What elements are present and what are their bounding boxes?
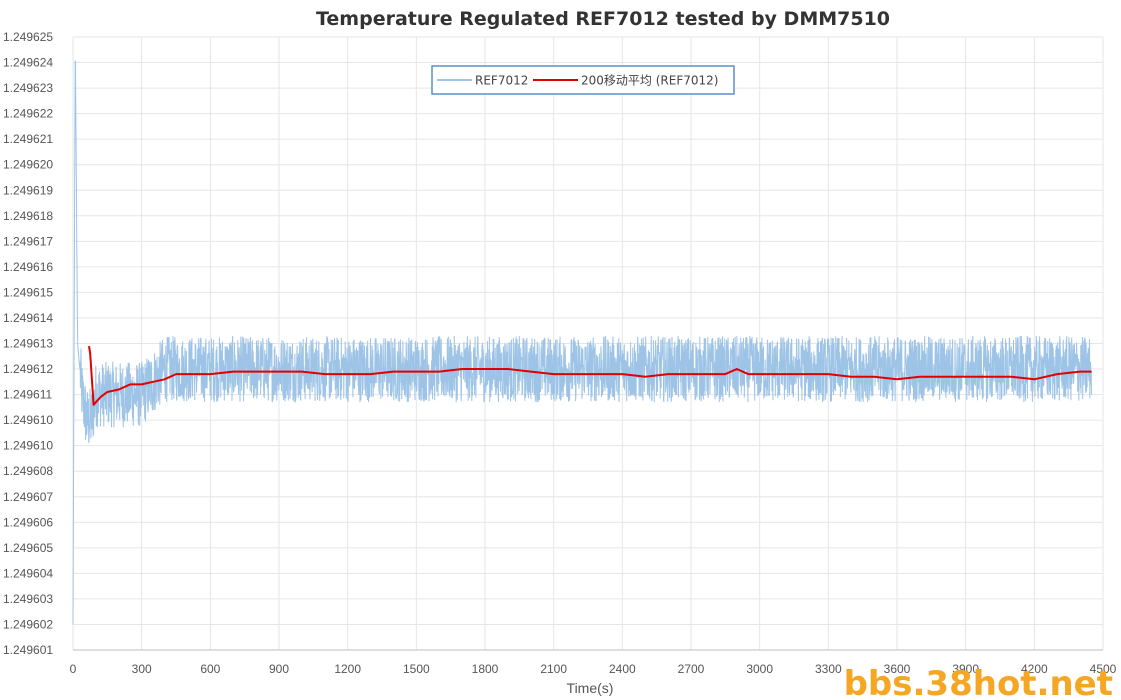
y-tick-label: 1.249623 — [3, 81, 53, 95]
y-tick-label: 1.249625 — [3, 30, 53, 44]
series-ref7012-line — [72, 60, 1092, 625]
x-tick-label: 2700 — [678, 662, 705, 676]
x-axis-label: Time(s) — [567, 680, 614, 696]
y-tick-label: 1.249603 — [3, 592, 53, 606]
x-tick-label: 3300 — [815, 662, 842, 676]
x-axis-ticks: 0 300 600 900 1200 1500 1800 2100 2400 2700 3000 33… — [70, 662, 1117, 676]
legend-label-ref7012: REF7012 — [475, 74, 528, 88]
x-tick-label: 2100 — [540, 662, 567, 676]
y-tick-label: 1.249611 — [3, 388, 52, 402]
y-tick-label: 1.249620 — [3, 158, 53, 172]
x-tick-label: 3600 — [884, 662, 911, 676]
y-axis-ticks: 1.249601 1.249602 1.249603 1.249604 1.249605… — [3, 30, 53, 657]
y-tick-label: 1.249615 — [3, 285, 53, 299]
x-tick-label: 4500 — [1090, 662, 1117, 676]
x-tick-label: 2400 — [609, 662, 636, 676]
x-tick-label: 1800 — [472, 662, 499, 676]
x-tick-label: 600 — [200, 662, 220, 676]
y-tick-label: 1.249610 — [3, 439, 53, 453]
x-tick-label: 900 — [269, 662, 289, 676]
y-tick-label: 1.249622 — [3, 107, 53, 121]
y-tick-label: 1.249604 — [3, 566, 53, 580]
x-tick-label: 1500 — [403, 662, 430, 676]
series-layer — [72, 60, 1092, 625]
series-moving-average-line — [88, 345, 1092, 406]
watermark: bbs.38hot.net — [844, 664, 1113, 700]
y-tick-label: 1.249607 — [3, 490, 53, 504]
y-tick-label: 1.249617 — [3, 234, 53, 248]
y-tick-label: 1.249605 — [3, 541, 53, 555]
x-tick-label: 0 — [70, 662, 77, 676]
x-tick-label: 4200 — [1021, 662, 1048, 676]
y-tick-label: 1.249602 — [3, 617, 53, 631]
x-tick-label: 3900 — [952, 662, 979, 676]
y-tick-label: 1.249621 — [3, 132, 53, 146]
legend-label-moving-average: 200移动平均 (REF7012) — [581, 74, 718, 88]
y-tick-label: 1.249619 — [3, 183, 53, 197]
x-tick-label: 300 — [132, 662, 152, 676]
x-tick-label: 1200 — [334, 662, 361, 676]
x-tick-label: 3000 — [746, 662, 773, 676]
y-tick-label: 1.249606 — [3, 515, 53, 529]
y-tick-label: 1.249608 — [3, 464, 53, 478]
y-tick-label: 1.249614 — [3, 311, 53, 325]
chart-title: Temperature Regulated REF7012 tested by … — [316, 8, 890, 30]
y-tick-label: 1.249624 — [3, 56, 53, 70]
y-tick-label: 1.249618 — [3, 209, 53, 223]
y-tick-label: 1.249613 — [3, 337, 53, 351]
y-tick-label: 1.249601 — [3, 643, 53, 657]
legend-box — [431, 65, 735, 95]
y-tick-label: 1.249610 — [3, 413, 53, 427]
legend: REF7012 200移动平均 (REF7012) — [431, 65, 735, 95]
y-tick-label: 1.249616 — [3, 260, 53, 274]
y-tick-label: 1.249612 — [3, 362, 53, 376]
